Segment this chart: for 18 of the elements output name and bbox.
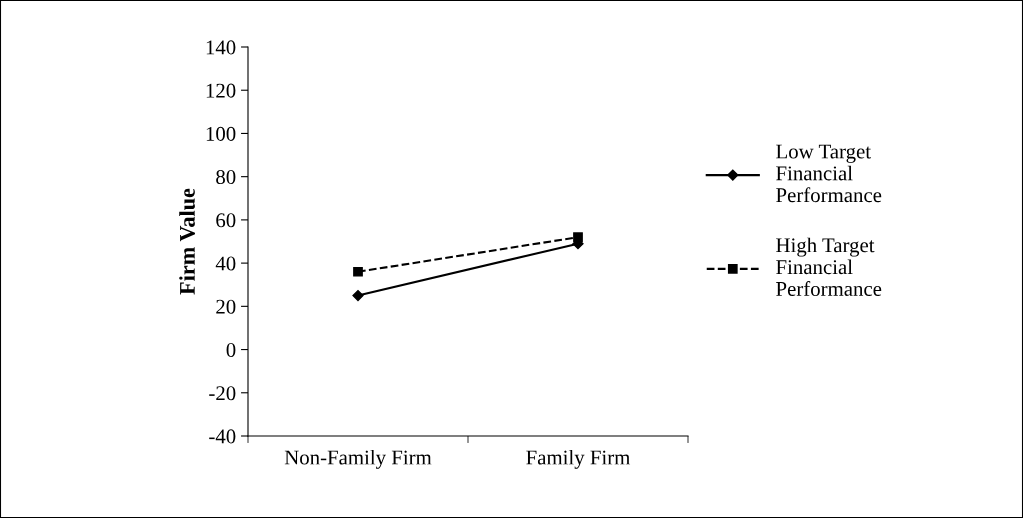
y-tick-label: 120 [206, 83, 236, 98]
x-tick-label: Family Firm [526, 449, 631, 469]
y-tick-label: 40 [215, 256, 236, 271]
point [353, 266, 363, 277]
y-tick-label: 100 [206, 126, 236, 141]
y-axis-title: Firm Value [179, 188, 195, 295]
y-tick-label: 20 [216, 299, 236, 314]
legend-label: Low Target Financial Performance [776, 144, 882, 203]
y-tick-label: 0 [226, 342, 236, 357]
legend-label: High Target Financial Performance [776, 237, 882, 296]
point [573, 232, 583, 243]
x-tick-label: Non-Family Firm [284, 449, 432, 469]
y-tick-label: 80 [216, 170, 236, 185]
y-tick-label: 60 [216, 213, 236, 228]
point [352, 289, 364, 302]
y-tick-label: -40 [209, 429, 236, 444]
y-tick-label: 140 [206, 40, 236, 55]
y-tick-label: -20 [209, 386, 236, 401]
